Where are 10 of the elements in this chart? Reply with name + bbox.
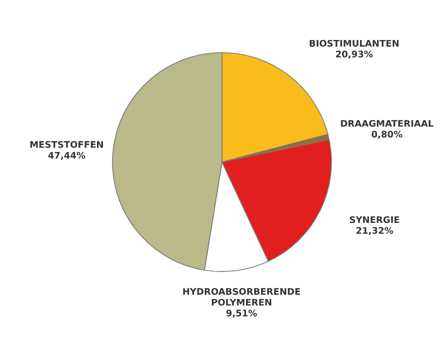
slice-label: MESTSTOFFEN <box>30 141 103 148</box>
slice-label: BIOSTIMULANTEN <box>310 40 399 47</box>
slice-label: HYDROABSORBERENDE POLYMEREN <box>183 288 300 306</box>
data-label: 47,44% <box>48 152 86 160</box>
data-label: 21,32% <box>356 227 394 235</box>
slice-label: SYNERGIE <box>350 216 400 224</box>
slice-label: DRAAGMATERIAAL <box>341 120 434 127</box>
data-label: 9,51% <box>226 310 257 318</box>
data-label: 0,80% <box>372 130 402 139</box>
data-label: 20,93% <box>336 50 373 59</box>
